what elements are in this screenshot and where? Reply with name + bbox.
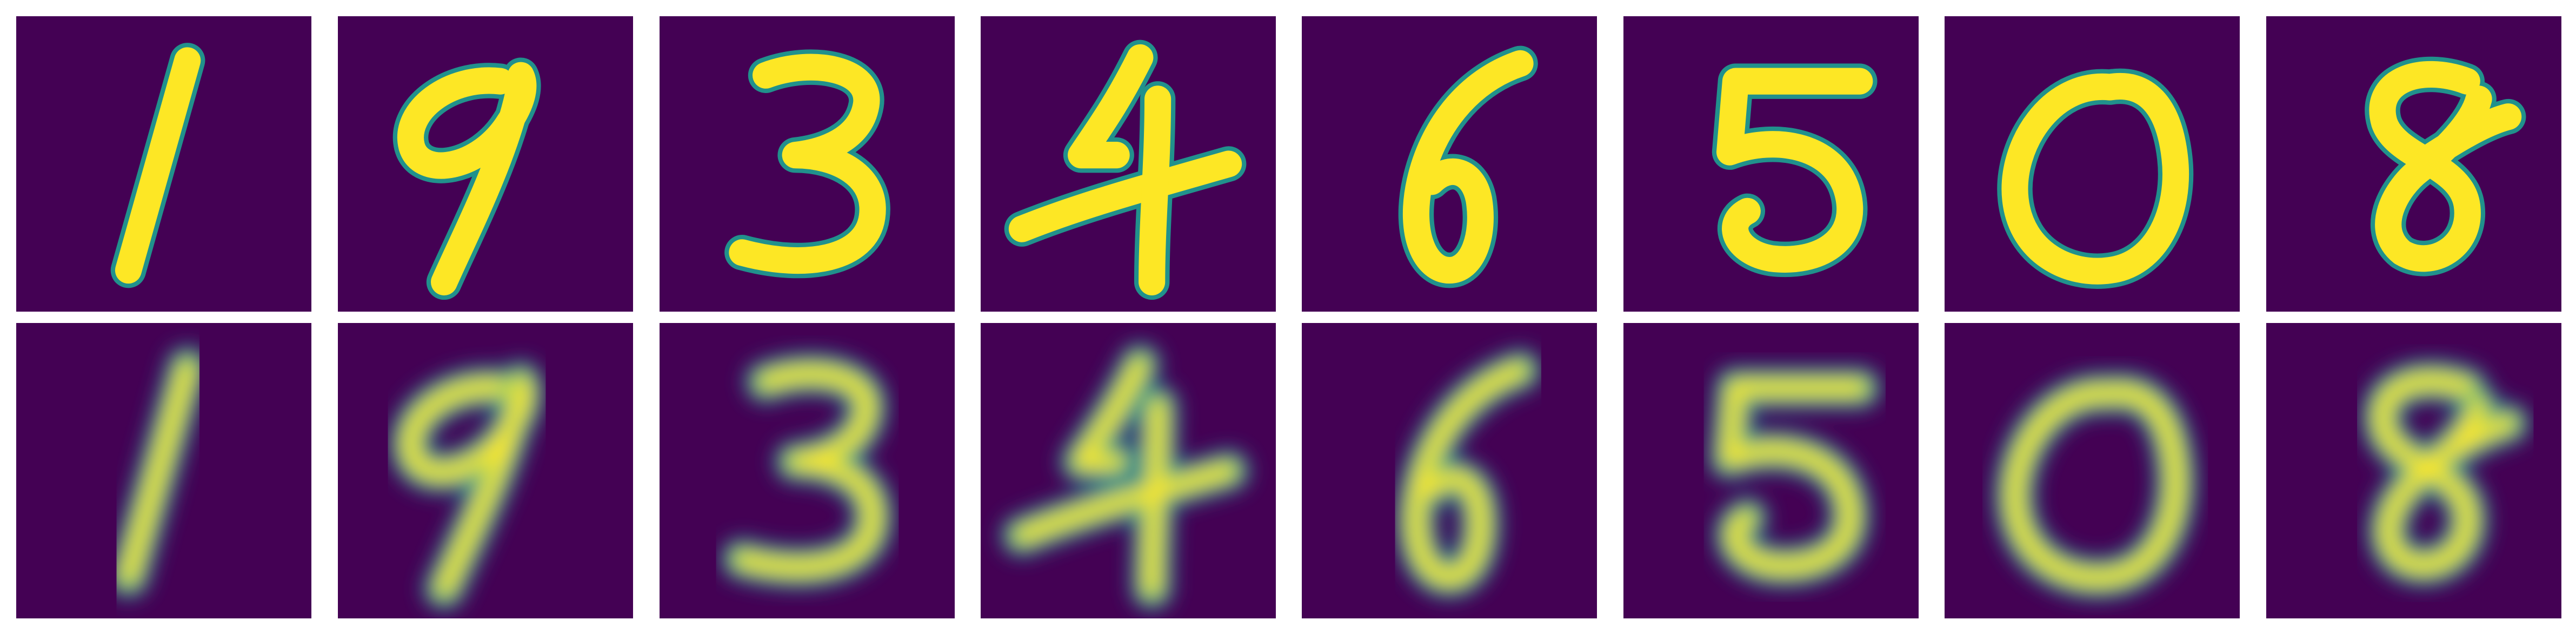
core-stroke-0	[2001, 72, 2189, 285]
core-stroke-2	[1145, 399, 1164, 596]
digit-glyph-6	[1394, 348, 1542, 599]
core-stroke-1	[2413, 417, 2515, 478]
original-digit-4-image	[981, 16, 1276, 312]
reconstruction-digit-3-canvas	[660, 323, 955, 618]
core-stroke-0	[122, 360, 194, 584]
reconstruction-digit-8-image	[2266, 323, 2561, 618]
core-stroke-0	[1409, 364, 1527, 584]
core-stroke-1	[1008, 150, 1242, 242]
digit-glyph-9	[392, 57, 541, 300]
core-stroke-1	[1015, 464, 1235, 543]
reconstruction-digit-8-canvas	[2266, 323, 2561, 618]
digit-glyph-8	[2365, 56, 2526, 276]
reconstruction-digit-0-image	[1945, 323, 2240, 618]
digit-glyph-5	[1707, 366, 1882, 589]
core-stroke-1	[437, 381, 528, 596]
digit-glyph-3	[724, 49, 890, 279]
original-digit-6-image	[1302, 16, 1597, 312]
original-digit-3-canvas	[660, 16, 955, 312]
core-stroke-0	[1716, 68, 1873, 273]
original-digit-5-image	[1623, 16, 1919, 312]
original-digit-0-canvas	[1945, 16, 2240, 312]
original-digit-1-image	[16, 16, 311, 312]
digit-glyph-4	[1004, 39, 1247, 300]
reconstruction-digit-5-image	[1623, 323, 1919, 618]
reconstruction-digit-0-canvas	[1945, 323, 2240, 618]
core-stroke-1	[2406, 103, 2522, 177]
original-digit-0-image	[1945, 16, 2240, 312]
core-stroke-0	[735, 367, 880, 574]
original-digit-9-image	[338, 16, 633, 312]
original-digit-4-canvas	[981, 16, 1276, 312]
core-stroke-0	[1402, 50, 1534, 284]
reconstruction-digit-9-image	[338, 323, 633, 618]
core-stroke-0	[1074, 358, 1147, 469]
digit-glyph-0	[1993, 371, 2198, 601]
reconstruction-digit-4-image	[981, 323, 1276, 618]
core-stroke-1	[430, 68, 535, 295]
original-digit-3-image	[660, 16, 955, 312]
original-digit-8-image	[2266, 16, 2561, 312]
digit-glyph-0	[1997, 68, 2194, 289]
core-stroke-0	[1068, 44, 1154, 169]
original-digit-6-canvas	[1302, 16, 1597, 312]
digit-glyph-3	[720, 352, 895, 590]
reconstruction-digit-5-canvas	[1623, 323, 1919, 618]
digit-glyph-1	[110, 43, 205, 288]
reconstruction-digit-6-image	[1302, 323, 1597, 618]
reconstruction-digit-4-canvas	[981, 323, 1276, 618]
reconstruction-digit-1-canvas	[16, 323, 311, 618]
original-digit-9-canvas	[338, 16, 633, 312]
core-stroke-0	[1723, 381, 1867, 573]
digit-glyph-9	[388, 360, 545, 611]
digit-glyph-4	[1000, 342, 1251, 611]
original-digit-1-canvas	[16, 16, 311, 312]
digit-glyph-6	[1398, 45, 1538, 288]
digit-glyph-1	[106, 345, 210, 599]
core-stroke-0	[729, 54, 886, 274]
core-stroke-0	[115, 47, 201, 284]
digit-glyph-5	[1712, 63, 1878, 278]
core-stroke-0	[2008, 386, 2182, 585]
original-digit-5-canvas	[1623, 16, 1919, 312]
reconstruction-digit-9-canvas	[338, 323, 633, 618]
reconstruction-digit-3-image	[660, 323, 955, 618]
reconstruction-digit-1-image	[16, 323, 311, 618]
original-digit-8-canvas	[2266, 16, 2561, 312]
core-stroke-2	[1139, 85, 1171, 295]
digit-glyph-8	[2360, 359, 2531, 588]
reconstruction-digit-6-canvas	[1302, 323, 1597, 618]
